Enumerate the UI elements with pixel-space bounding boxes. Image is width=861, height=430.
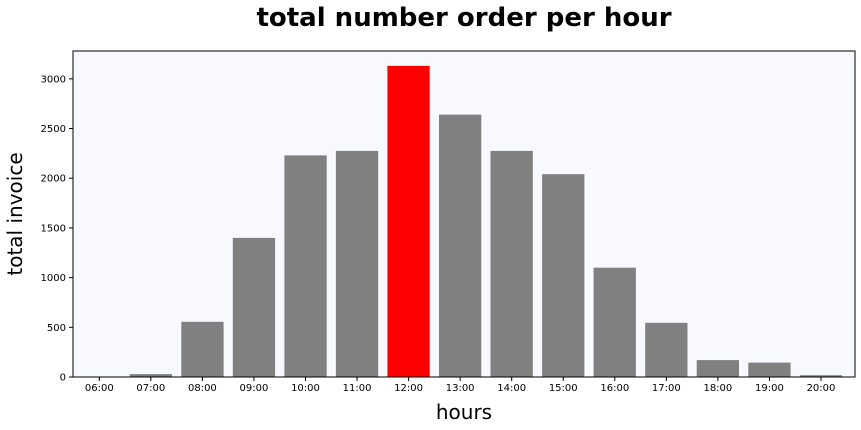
bar-0800 — [181, 321, 224, 377]
bar-1300 — [439, 114, 482, 377]
bar-0900 — [232, 237, 276, 377]
x-tick-label: 10:00 — [291, 383, 320, 394]
bar-1400 — [490, 150, 533, 377]
x-tick-label: 09:00 — [240, 383, 269, 394]
y-tick-label: 1500 — [41, 223, 66, 234]
x-axis-ticks: 06:00 07:00 08:00 09:00 10:00 11:00 12:00 13:00… — [85, 377, 836, 394]
y-tick-label: 500 — [47, 323, 66, 334]
chart-title: total number order per hour — [256, 3, 671, 33]
bar-0700 — [129, 374, 172, 377]
x-axis-label: hours — [436, 400, 492, 424]
bar-1200 — [387, 65, 430, 378]
x-tick-label: 17:00 — [652, 383, 681, 394]
y-tick-label: 2000 — [41, 174, 66, 185]
bar-1100 — [335, 150, 379, 377]
y-tick-label: 1000 — [41, 273, 66, 284]
bar-1900 — [748, 362, 791, 377]
bar-1700 — [645, 322, 688, 377]
x-tick-label: 08:00 — [188, 383, 217, 394]
x-tick-label: 15:00 — [549, 383, 578, 394]
bar-1800 — [696, 360, 739, 377]
x-tick-label: 13:00 — [446, 383, 475, 394]
x-tick-label: 19:00 — [755, 383, 784, 394]
bar-2000 — [799, 375, 843, 377]
x-tick-label: 12:00 — [394, 383, 423, 394]
x-tick-label: 11:00 — [343, 383, 372, 394]
x-tick-label: 18:00 — [703, 383, 732, 394]
y-axis-label: total invoice — [3, 152, 27, 275]
y-tick-label: 0 — [60, 373, 66, 384]
bar-1600 — [593, 267, 636, 377]
x-tick-label: 16:00 — [600, 383, 629, 394]
y-tick-label: 3000 — [41, 74, 66, 85]
x-tick-label: 06:00 — [85, 383, 114, 394]
bar-1000 — [284, 155, 327, 377]
y-tick-label: 2500 — [41, 124, 66, 135]
plot-frame — [72, 50, 856, 378]
x-tick-label: 14:00 — [497, 383, 526, 394]
x-tick-label: 20:00 — [807, 383, 836, 394]
bar-1500 — [542, 174, 585, 377]
x-tick-label: 07:00 — [136, 383, 165, 394]
y-axis-ticks: 0 500 1000 1500 2000 2500 3000 — [41, 74, 73, 384]
bars-group — [78, 65, 843, 378]
